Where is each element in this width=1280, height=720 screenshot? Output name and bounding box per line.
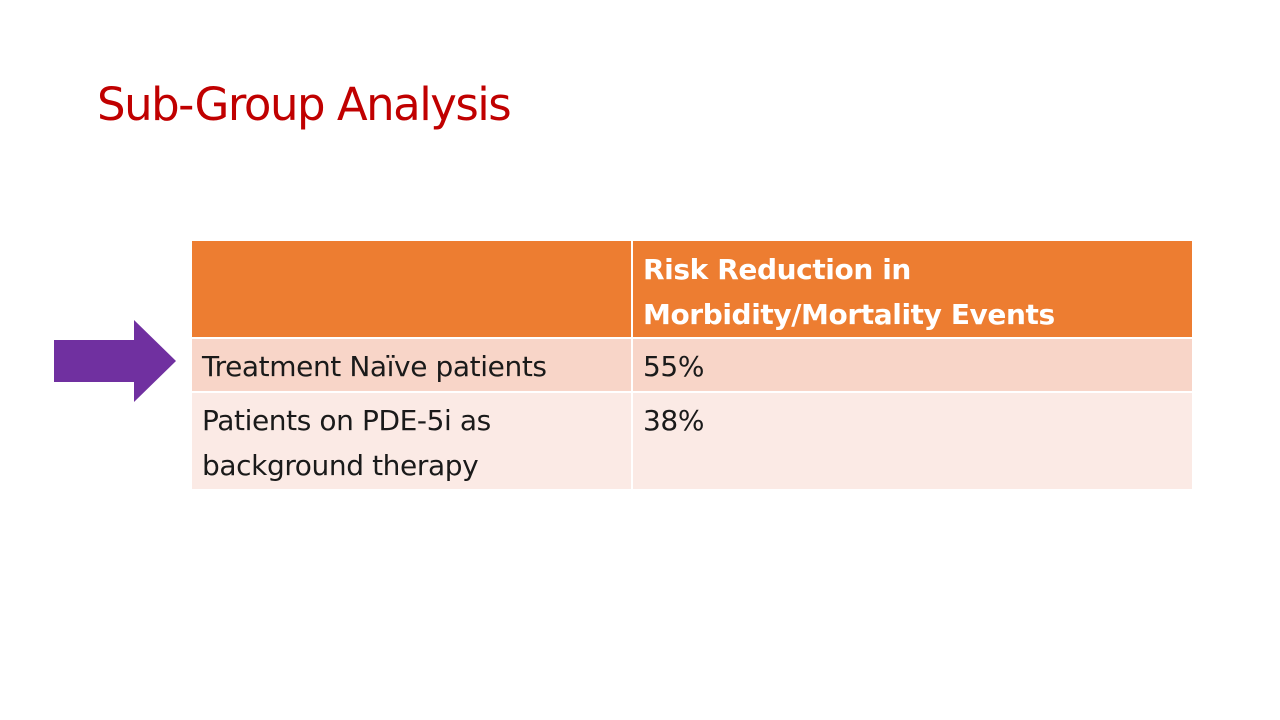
header-cell-empty <box>192 241 633 339</box>
row-label-line: Patients on PDE-5i as <box>202 404 491 437</box>
subgroup-table: Risk Reduction in Morbidity/Mortality Ev… <box>192 241 1192 491</box>
table-row: Patients on PDE-5i as background therapy… <box>192 392 1192 491</box>
row-label-cell: Treatment Naïve patients <box>192 338 633 393</box>
row-value-cell: 38% <box>632 392 1192 491</box>
table-header-row: Risk Reduction in Morbidity/Mortality Ev… <box>192 241 1192 339</box>
row-label-cell: Patients on PDE-5i as background therapy <box>192 392 633 491</box>
header-line: Morbidity/Mortality Events <box>643 298 1055 331</box>
table-row: Treatment Naïve patients 55% <box>192 338 1192 393</box>
row-label-line: background therapy <box>202 449 479 482</box>
row-value-cell: 55% <box>632 338 1192 393</box>
right-arrow-icon <box>54 320 176 402</box>
header-cell-risk-reduction: Risk Reduction in Morbidity/Mortality Ev… <box>632 241 1192 339</box>
header-line: Risk Reduction in <box>643 253 911 286</box>
slide-title: Sub-Group Analysis <box>97 78 512 131</box>
